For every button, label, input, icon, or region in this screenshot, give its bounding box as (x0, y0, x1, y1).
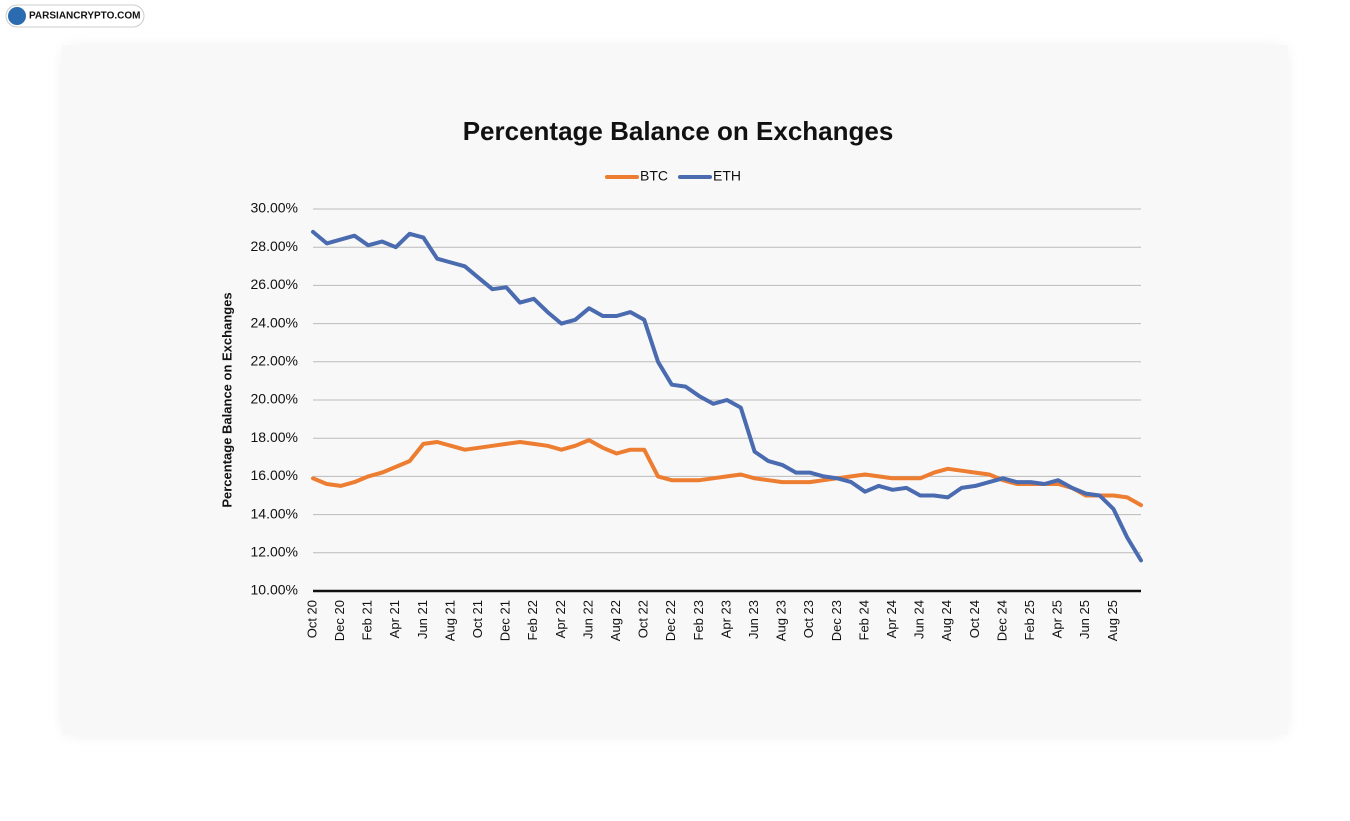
x-tick-label: Jun 24 (912, 600, 927, 639)
x-tick-label: Dec 23 (829, 600, 844, 641)
watermark-icon (8, 7, 26, 25)
y-tick-label: 30.00% (251, 200, 298, 216)
x-tick-label: Dec 24 (994, 600, 1009, 641)
y-tick-label: 18.00% (251, 429, 298, 445)
x-tick-label: Oct 24 (967, 600, 982, 638)
x-tick-label: Aug 23 (774, 600, 789, 641)
x-tick-label: Feb 24 (856, 600, 871, 640)
legend-label: ETH (713, 168, 741, 184)
x-tick-label: Dec 20 (332, 600, 347, 641)
x-tick-label: Aug 22 (608, 600, 623, 641)
legend-label: BTC (640, 168, 668, 184)
y-tick-label: 14.00% (251, 505, 298, 521)
x-tick-label: Apr 23 (718, 600, 733, 638)
x-tick-label: Feb 22 (525, 600, 540, 640)
x-tick-label: Feb 23 (691, 600, 706, 640)
y-tick-label: 10.00% (251, 582, 298, 598)
x-tick-label: Jun 22 (580, 600, 595, 639)
x-tick-label: Aug 21 (442, 600, 457, 641)
x-tick-label: Jun 21 (415, 600, 430, 639)
chart-title: Percentage Balance on Exchanges (463, 116, 894, 146)
y-tick-label: 12.00% (251, 544, 298, 560)
y-tick-label: 20.00% (251, 391, 298, 407)
series-line (311, 229, 1143, 563)
y-axis-label: Percentage Balance on Exchanges (219, 292, 234, 507)
x-tick-label: Apr 22 (553, 600, 568, 638)
x-tick-label: Apr 24 (884, 600, 899, 638)
watermark-badge (5, 4, 145, 28)
watermark: PARSIANCRYPTO.COM (29, 11, 141, 22)
x-tick-label: Aug 24 (939, 600, 954, 641)
y-tick-label: 22.00% (251, 353, 298, 369)
x-tick-label: Feb 25 (1022, 600, 1037, 640)
x-tick-label: Apr 25 (1050, 600, 1065, 638)
x-tick-label: Dec 21 (498, 600, 513, 641)
y-tick-label: 26.00% (251, 276, 298, 292)
y-tick-label: 24.00% (251, 314, 298, 330)
x-tick-label: Oct 23 (801, 600, 816, 638)
x-tick-label: Oct 22 (636, 600, 651, 638)
y-tick-label: 28.00% (251, 238, 298, 254)
x-tick-label: Aug 25 (1105, 600, 1120, 641)
x-tick-label: Oct 21 (470, 600, 485, 638)
x-tick-label: Jun 23 (746, 600, 761, 639)
card (62, 45, 1288, 735)
x-tick-label: Dec 22 (663, 600, 678, 641)
y-tick-label: 16.00% (251, 467, 298, 483)
x-tick-label: Apr 21 (387, 600, 402, 638)
x-tick-label: Jun 25 (1077, 600, 1092, 639)
x-tick-label: Feb 21 (360, 600, 375, 640)
x-tick-label: Oct 20 (304, 600, 319, 638)
